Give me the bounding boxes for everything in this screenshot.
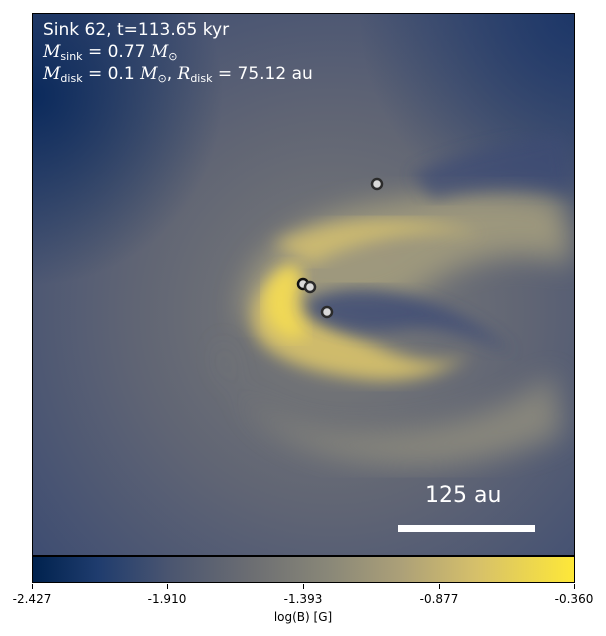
sink-marker [303,280,317,294]
colorbar-tick-label: -0.877 [419,592,459,606]
colorbar [32,556,575,583]
disk-properties-label: Mdisk = 0.1 M⊙, Rdisk = 75.12 au [43,64,313,85]
scale-bar-label: 125 au [425,483,502,508]
colorbar-tick [439,584,440,589]
field-image [33,14,574,555]
colorbar-tick [574,584,575,589]
sink-marker [320,305,334,319]
sink-mass-label: Msink = 0.77 M⊙ [43,42,178,63]
sink-time-label: Sink 62, t=113.65 kyr [43,20,230,40]
scale-bar [398,525,535,532]
colorbar-tick-label: -2.427 [12,592,52,606]
colorbar-tick [167,584,168,589]
colorbar-tick [32,584,33,589]
colorbar-title: log(B) [G] [273,610,333,624]
colorbar-tick-label: -1.393 [283,592,323,606]
magnetic-field-map [32,13,575,556]
colorbar-tick [303,584,304,589]
sink-marker [370,177,384,191]
colorbar-tick-label: -0.360 [554,592,594,606]
sink-markers [296,177,384,319]
colorbar-tick-label: -1.910 [147,592,187,606]
